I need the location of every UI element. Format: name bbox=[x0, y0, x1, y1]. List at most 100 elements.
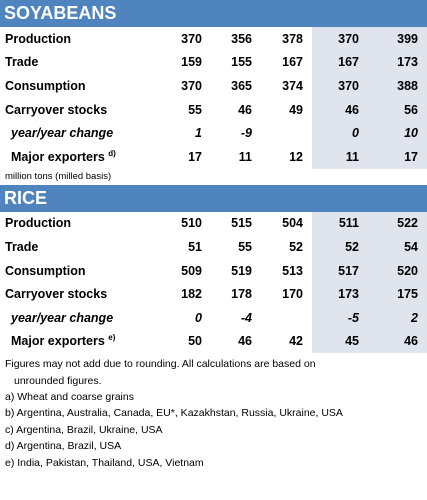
cell: 49 bbox=[289, 102, 303, 117]
cell: 52 bbox=[312, 235, 368, 259]
cell: 17 bbox=[188, 149, 202, 164]
cell: 370 bbox=[181, 31, 202, 46]
soybeans-section: SOYABEANS Production 370 356 378 370 399 Trad… bbox=[0, 0, 427, 169]
row-label: Consumption bbox=[5, 263, 86, 278]
cell: 1 bbox=[195, 126, 202, 141]
row-label-text: Major exporters bbox=[11, 334, 105, 349]
cell: 155 bbox=[231, 55, 252, 70]
table-row: year/year change 0 -4 -5 2 bbox=[0, 305, 427, 330]
table-row: Carryover stocks 55 46 49 46 56 bbox=[0, 97, 427, 122]
cell: 517 bbox=[312, 258, 368, 283]
cell: 175 bbox=[368, 282, 427, 306]
footnote-a: a) Wheat and coarse grains bbox=[5, 390, 134, 403]
footnote-marker: d) bbox=[108, 148, 116, 158]
cell: 46 bbox=[238, 102, 252, 117]
cell: -9 bbox=[240, 126, 252, 141]
cell: 370 bbox=[312, 74, 368, 98]
row-label: Carryover stocks bbox=[5, 102, 108, 117]
cell bbox=[261, 306, 312, 330]
rice-section: RICE Production 510 515 504 511 522 Trade 51 5 5… bbox=[0, 184, 427, 354]
row-label: Consumption bbox=[5, 78, 86, 93]
cell: 0 bbox=[312, 121, 368, 145]
cell: 510 bbox=[181, 216, 202, 231]
cell: 173 bbox=[368, 50, 427, 75]
cell: 55 bbox=[188, 102, 202, 117]
cell: 388 bbox=[368, 74, 427, 98]
table-row: Trade 51 55 52 52 54 bbox=[0, 235, 427, 259]
cell: 511 bbox=[312, 211, 368, 236]
footnote-rounding: Figures may not add due to rounding. All… bbox=[5, 358, 316, 371]
row-label: Major exporters d) bbox=[0, 145, 160, 169]
cell: 370 bbox=[181, 78, 202, 93]
footnotes: Figures may not add due to rounding. All… bbox=[0, 353, 427, 471]
table-row: Production 370 356 378 370 399 bbox=[0, 27, 427, 51]
soybeans-header: SOYABEANS bbox=[0, 0, 427, 27]
table-row: Carryover stocks 182 178 170 173 175 bbox=[0, 282, 427, 306]
cell: 10 bbox=[368, 121, 427, 145]
cell: 159 bbox=[181, 55, 202, 70]
cell: 178 bbox=[231, 287, 252, 302]
cell: 522 bbox=[368, 211, 427, 236]
row-label: Production bbox=[5, 31, 71, 46]
cell: 167 bbox=[312, 50, 368, 75]
cell: 56 bbox=[368, 97, 427, 122]
cell: 513 bbox=[282, 263, 303, 278]
table-row: Major exporters d) 17 11 12 11 17 bbox=[0, 144, 427, 169]
table-row: Consumption 509 519 513 517 520 bbox=[0, 258, 427, 283]
row-label: Production bbox=[5, 216, 71, 231]
unit-note: million tons (milled basis) bbox=[5, 170, 112, 182]
row-label: year/year change bbox=[11, 310, 114, 325]
cell: -5 bbox=[312, 305, 368, 330]
cell: 11 bbox=[238, 149, 252, 164]
row-label: Trade bbox=[5, 239, 39, 254]
row-label: Major exporters e) bbox=[0, 330, 160, 354]
rice-table: Production 510 515 504 511 522 Trade 51 55 52 52 5… bbox=[0, 211, 427, 354]
cell: 46 bbox=[368, 329, 427, 354]
cell: 52 bbox=[289, 239, 303, 254]
cell: 12 bbox=[289, 149, 303, 164]
cell: 515 bbox=[231, 216, 252, 231]
cell: 46 bbox=[312, 97, 368, 122]
cell: 45 bbox=[312, 329, 368, 354]
table-row: year/year change 1 -9 0 10 bbox=[0, 121, 427, 145]
footnote-rounding-cont: unrounded figures. bbox=[14, 374, 102, 387]
table-row: Trade 159 155 167 167 173 bbox=[0, 50, 427, 75]
cell: 51 bbox=[188, 239, 202, 254]
cell: 17 bbox=[368, 144, 427, 169]
cell: 54 bbox=[368, 235, 427, 259]
row-label: Trade bbox=[5, 55, 39, 70]
cell: 11 bbox=[312, 144, 368, 169]
table-row: Consumption 370 365 374 370 388 bbox=[0, 74, 427, 98]
cell: 378 bbox=[282, 31, 303, 46]
cell: 182 bbox=[181, 287, 202, 302]
cell: -4 bbox=[240, 310, 252, 325]
soybeans-table: Production 370 356 378 370 399 Trade 159 155 167… bbox=[0, 27, 427, 169]
cell: 374 bbox=[282, 78, 303, 93]
cell bbox=[261, 121, 312, 145]
cell: 399 bbox=[368, 27, 427, 51]
row-label: Carryover stocks bbox=[5, 287, 108, 302]
cell: 173 bbox=[312, 282, 368, 306]
footnote-d: d) Argentina, Brazil, USA bbox=[5, 440, 122, 453]
cell: 167 bbox=[282, 55, 303, 70]
footnote-c: c) Argentina, Brazil, Ukraine, USA bbox=[5, 423, 163, 436]
footnote-marker: e) bbox=[108, 333, 116, 343]
footnote-e: e) India, Pakistan, Thailand, USA, Vietn… bbox=[5, 456, 204, 469]
cell: 509 bbox=[181, 263, 202, 278]
cell: 2 bbox=[368, 305, 427, 330]
cell: 50 bbox=[188, 334, 202, 349]
cell: 0 bbox=[195, 310, 202, 325]
row-label: year/year change bbox=[11, 126, 114, 141]
cell: 519 bbox=[231, 263, 252, 278]
table-row: Major exporters e) 50 46 42 45 46 bbox=[0, 329, 427, 354]
row-label-text: Major exporters bbox=[11, 149, 105, 164]
table-row: Production 510 515 504 511 522 bbox=[0, 211, 427, 236]
rice-header: RICE bbox=[0, 184, 427, 212]
cell: 370 bbox=[312, 27, 368, 51]
cell: 365 bbox=[231, 78, 252, 93]
footnote-b: b) Argentina, Australia, Canada, EU*, Ka… bbox=[5, 407, 343, 420]
cell: 42 bbox=[289, 334, 303, 349]
cell: 170 bbox=[282, 287, 303, 302]
cell: 504 bbox=[282, 216, 303, 231]
cell: 356 bbox=[231, 31, 252, 46]
